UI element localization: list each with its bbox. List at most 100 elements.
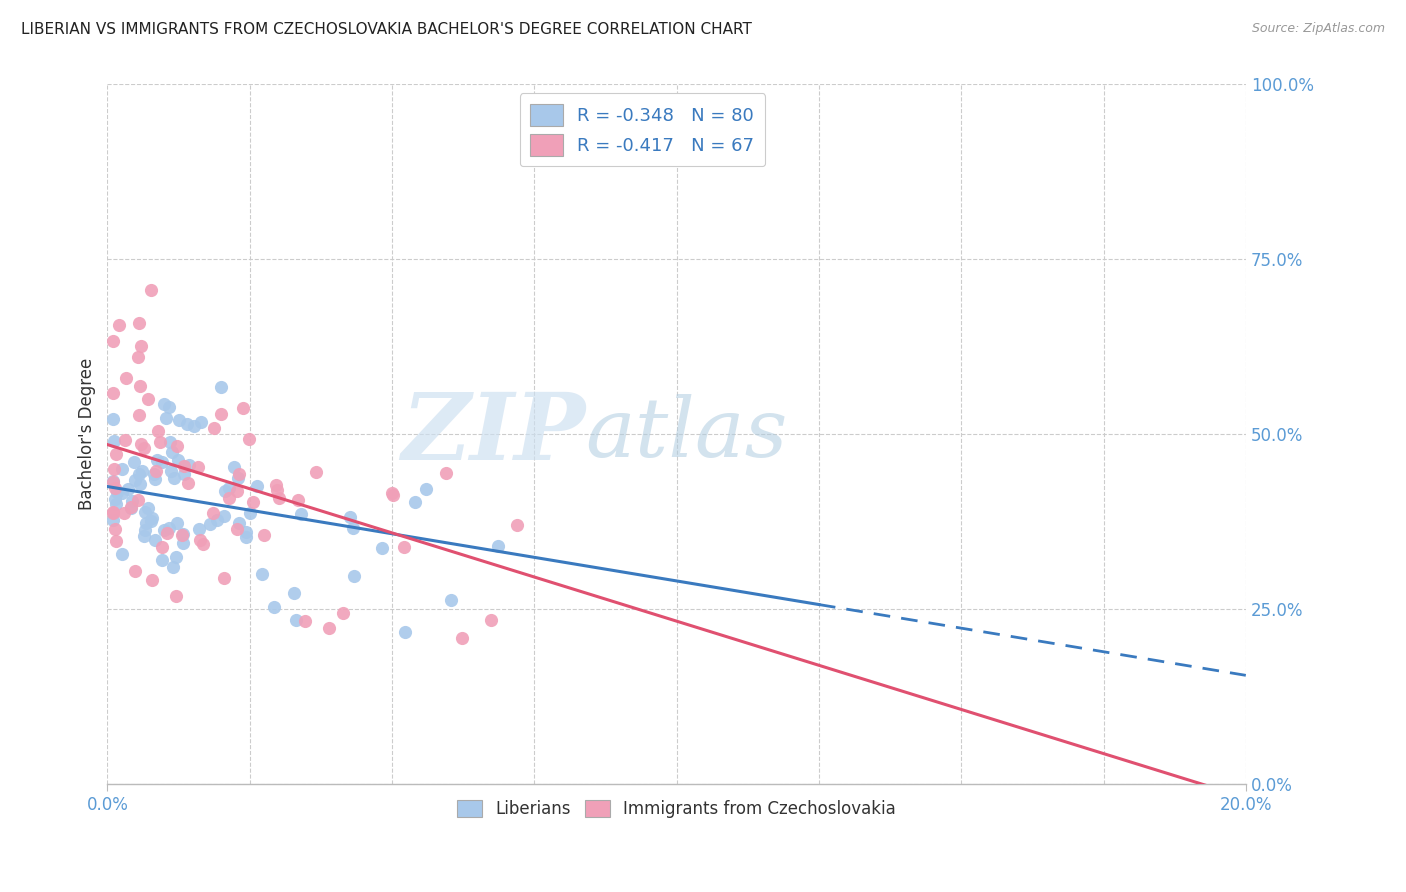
Point: [486, 539, 509, 553]
Point: [122, 455, 145, 469]
Point: [155, 526, 177, 541]
Point: [128, 408, 150, 422]
Point: [141, 283, 163, 297]
Point: [342, 521, 364, 535]
Point: [218, 481, 240, 495]
Point: [135, 516, 157, 530]
Point: [101, 513, 124, 527]
Point: [111, 547, 134, 561]
Point: [103, 462, 125, 476]
Point: [381, 488, 404, 502]
Text: ZIP: ZIP: [401, 389, 585, 479]
Point: [129, 437, 152, 451]
Point: [228, 467, 250, 481]
Point: [103, 434, 125, 448]
Point: [190, 415, 212, 429]
Point: [191, 536, 214, 550]
Point: [294, 614, 316, 628]
Point: [101, 334, 124, 348]
Y-axis label: Bachelor's Degree: Bachelor's Degree: [79, 358, 96, 510]
Point: [111, 462, 134, 476]
Point: [105, 447, 128, 461]
Point: [263, 600, 285, 615]
Point: [134, 441, 156, 455]
Point: [104, 522, 127, 536]
Point: [101, 475, 124, 490]
Point: [101, 506, 124, 520]
Point: [172, 527, 194, 541]
Point: [394, 624, 416, 639]
Point: [128, 316, 150, 330]
Point: [290, 507, 312, 521]
Point: [188, 522, 211, 536]
Point: [150, 455, 173, 469]
Point: [202, 421, 225, 435]
Point: [124, 473, 146, 487]
Point: [332, 606, 354, 620]
Point: [117, 482, 139, 496]
Point: [150, 540, 173, 554]
Point: [157, 521, 180, 535]
Point: [440, 593, 463, 607]
Point: [104, 481, 127, 495]
Point: [104, 533, 127, 548]
Point: [104, 497, 127, 511]
Point: [159, 434, 181, 449]
Point: [111, 486, 134, 500]
Point: [121, 494, 143, 508]
Point: [101, 386, 124, 401]
Text: LIBERIAN VS IMMIGRANTS FROM CZECHOSLOVAKIA BACHELOR'S DEGREE CORRELATION CHART: LIBERIAN VS IMMIGRANTS FROM CZECHOSLOVAK…: [21, 22, 752, 37]
Point: [141, 511, 163, 525]
Point: [129, 476, 152, 491]
Point: [252, 567, 274, 582]
Point: [253, 528, 276, 542]
Point: [242, 495, 264, 509]
Point: [129, 339, 152, 353]
Point: [173, 458, 195, 473]
Point: [108, 318, 131, 332]
Point: [235, 524, 257, 539]
Point: [160, 444, 183, 458]
Point: [370, 541, 392, 555]
Point: [226, 484, 249, 499]
Point: [157, 400, 180, 414]
Point: [200, 517, 222, 532]
Point: [222, 459, 245, 474]
Point: [209, 408, 232, 422]
Point: [167, 412, 190, 426]
Point: [287, 493, 309, 508]
Point: [404, 495, 426, 509]
Point: [136, 392, 159, 407]
Point: [343, 569, 366, 583]
Point: [143, 533, 166, 547]
Point: [226, 471, 249, 485]
Point: [152, 523, 174, 537]
Point: [146, 424, 169, 438]
Point: [165, 549, 187, 564]
Point: [143, 467, 166, 481]
Point: [232, 401, 254, 416]
Point: [481, 613, 503, 627]
Point: [187, 460, 209, 475]
Point: [209, 380, 232, 394]
Point: [131, 463, 153, 477]
Point: [124, 564, 146, 578]
Point: [318, 621, 340, 635]
Point: [339, 510, 361, 524]
Point: [165, 589, 187, 603]
Point: [145, 464, 167, 478]
Point: [153, 397, 176, 411]
Point: [162, 560, 184, 574]
Point: [149, 434, 172, 449]
Point: [128, 379, 150, 393]
Point: [212, 508, 235, 523]
Point: [381, 485, 404, 500]
Point: [506, 517, 529, 532]
Point: [101, 412, 124, 426]
Point: [115, 370, 138, 384]
Point: [139, 514, 162, 528]
Point: [214, 484, 236, 499]
Point: [283, 586, 305, 600]
Text: atlas: atlas: [585, 394, 787, 474]
Text: Source: ZipAtlas.com: Source: ZipAtlas.com: [1251, 22, 1385, 36]
